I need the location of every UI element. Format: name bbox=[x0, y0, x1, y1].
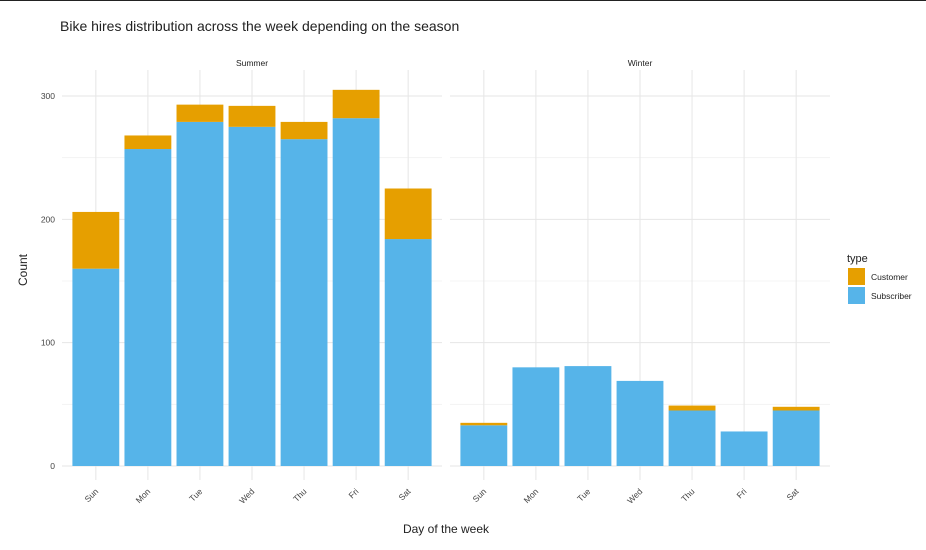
bar-customer-sat bbox=[772, 406, 820, 411]
bar-customer-wed bbox=[228, 105, 276, 127]
y-axis-title: Count bbox=[16, 253, 30, 286]
legend-key-subscriber bbox=[848, 287, 865, 304]
legend-label-customer: Customer bbox=[871, 272, 908, 282]
legend-key-customer bbox=[848, 268, 865, 285]
bar-subscriber-thu bbox=[668, 410, 716, 466]
panel-summer: Summer Sun Mon Tue Wed Thu Fri Sat bbox=[62, 58, 442, 506]
facet-label: Winter bbox=[628, 58, 653, 68]
x-tick-label: Thu bbox=[679, 486, 697, 504]
x-tick-label: Fri bbox=[346, 486, 360, 500]
x-tick-label: Mon bbox=[522, 486, 541, 505]
y-tick-label: 300 bbox=[41, 91, 55, 101]
legend-label-subscriber: Subscriber bbox=[871, 291, 912, 301]
y-tick-label: 200 bbox=[41, 214, 55, 224]
x-tick-label: Fri bbox=[734, 486, 748, 500]
x-tick-label: Wed bbox=[625, 486, 645, 506]
x-tick-label: Mon bbox=[134, 486, 153, 505]
y-tick-label: 0 bbox=[50, 461, 55, 471]
bar-subscriber-thu bbox=[280, 139, 328, 466]
panels: Summer Sun Mon Tue Wed Thu Fri Sat Winter Sun Mon T… bbox=[62, 58, 830, 506]
bar-customer-sat bbox=[384, 188, 432, 240]
bar-subscriber-sun bbox=[72, 268, 120, 466]
bar-subscriber-sat bbox=[384, 239, 432, 466]
bar-subscriber-sun bbox=[460, 425, 508, 466]
x-tick-label: Sat bbox=[396, 486, 413, 503]
bar-customer-mon bbox=[124, 135, 172, 150]
bar-customer-thu bbox=[280, 121, 328, 140]
bar-customer-fri bbox=[332, 89, 380, 119]
x-tick-label: Wed bbox=[237, 486, 257, 506]
x-tick-label: Tue bbox=[187, 486, 204, 503]
y-tick-label: 100 bbox=[41, 338, 55, 348]
x-tick-label: Sun bbox=[82, 486, 100, 504]
bar-customer-sun bbox=[460, 422, 508, 426]
facet-label: Summer bbox=[236, 58, 268, 68]
chart-title: Bike hires distribution across the week … bbox=[60, 18, 459, 34]
top-border bbox=[0, 0, 926, 1]
bar-customer-tue bbox=[176, 104, 224, 122]
x-tick-label: Sun bbox=[470, 486, 488, 504]
bar-customer-sun bbox=[72, 211, 120, 269]
bar-subscriber-wed bbox=[616, 380, 664, 466]
x-tick-label: Sat bbox=[784, 486, 801, 503]
panel-winter: Winter Sun Mon Tue Wed Thu Fri Sat bbox=[450, 58, 830, 506]
y-axis: 0 100 200 300 bbox=[41, 91, 55, 471]
bar-subscriber-mon bbox=[124, 149, 172, 467]
bar-subscriber-wed bbox=[228, 126, 276, 466]
x-axis-title: Day of the week bbox=[403, 522, 490, 536]
bar-subscriber-tue bbox=[176, 121, 224, 467]
x-tick-label: Thu bbox=[291, 486, 309, 504]
legend: type Customer Subscriber bbox=[847, 253, 912, 304]
bar-subscriber-fri bbox=[720, 431, 768, 466]
bar-subscriber-fri bbox=[332, 118, 380, 466]
bar-customer-thu bbox=[668, 405, 716, 411]
bar-subscriber-mon bbox=[512, 367, 560, 466]
bar-subscriber-tue bbox=[564, 366, 612, 466]
legend-title: type bbox=[847, 253, 868, 265]
x-tick-label: Tue bbox=[575, 486, 592, 503]
bar-subscriber-sat bbox=[772, 410, 820, 466]
